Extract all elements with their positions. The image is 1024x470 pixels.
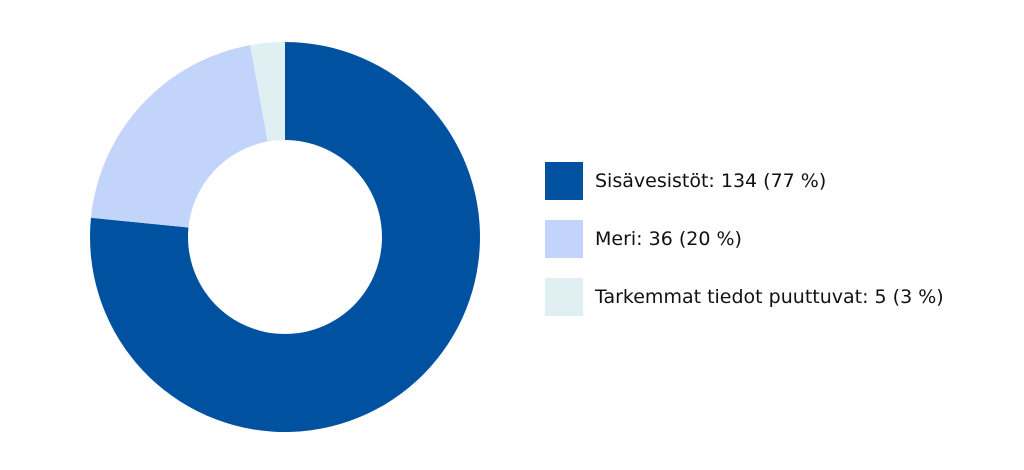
legend-item-sisavesistot: Sisävesistöt: 134 (77 %): [545, 162, 944, 200]
legend-swatch-meri: [545, 220, 583, 258]
donut-slice-0: [90, 42, 480, 432]
donut-slice-1: [90, 45, 268, 228]
legend-label-meri: Meri: 36 (20 %): [595, 228, 742, 250]
legend: Sisävesistöt: 134 (77 %) Meri: 36 (20 %)…: [545, 162, 944, 336]
legend-label-sisavesistot: Sisävesistöt: 134 (77 %): [595, 170, 827, 192]
legend-item-tarkemmat-tiedot-puuttuvat: Tarkemmat tiedot puuttuvat: 5 (3 %): [545, 278, 944, 316]
legend-swatch-sisavesistot: [545, 162, 583, 200]
donut-slices: [90, 42, 480, 432]
legend-item-meri: Meri: 36 (20 %): [545, 220, 944, 258]
legend-label-tarkemmat-tiedot-puuttuvat: Tarkemmat tiedot puuttuvat: 5 (3 %): [595, 286, 944, 308]
donut-slice-2: [250, 42, 285, 142]
donut-plot: [90, 42, 480, 432]
legend-swatch-tarkemmat-tiedot-puuttuvat: [545, 278, 583, 316]
